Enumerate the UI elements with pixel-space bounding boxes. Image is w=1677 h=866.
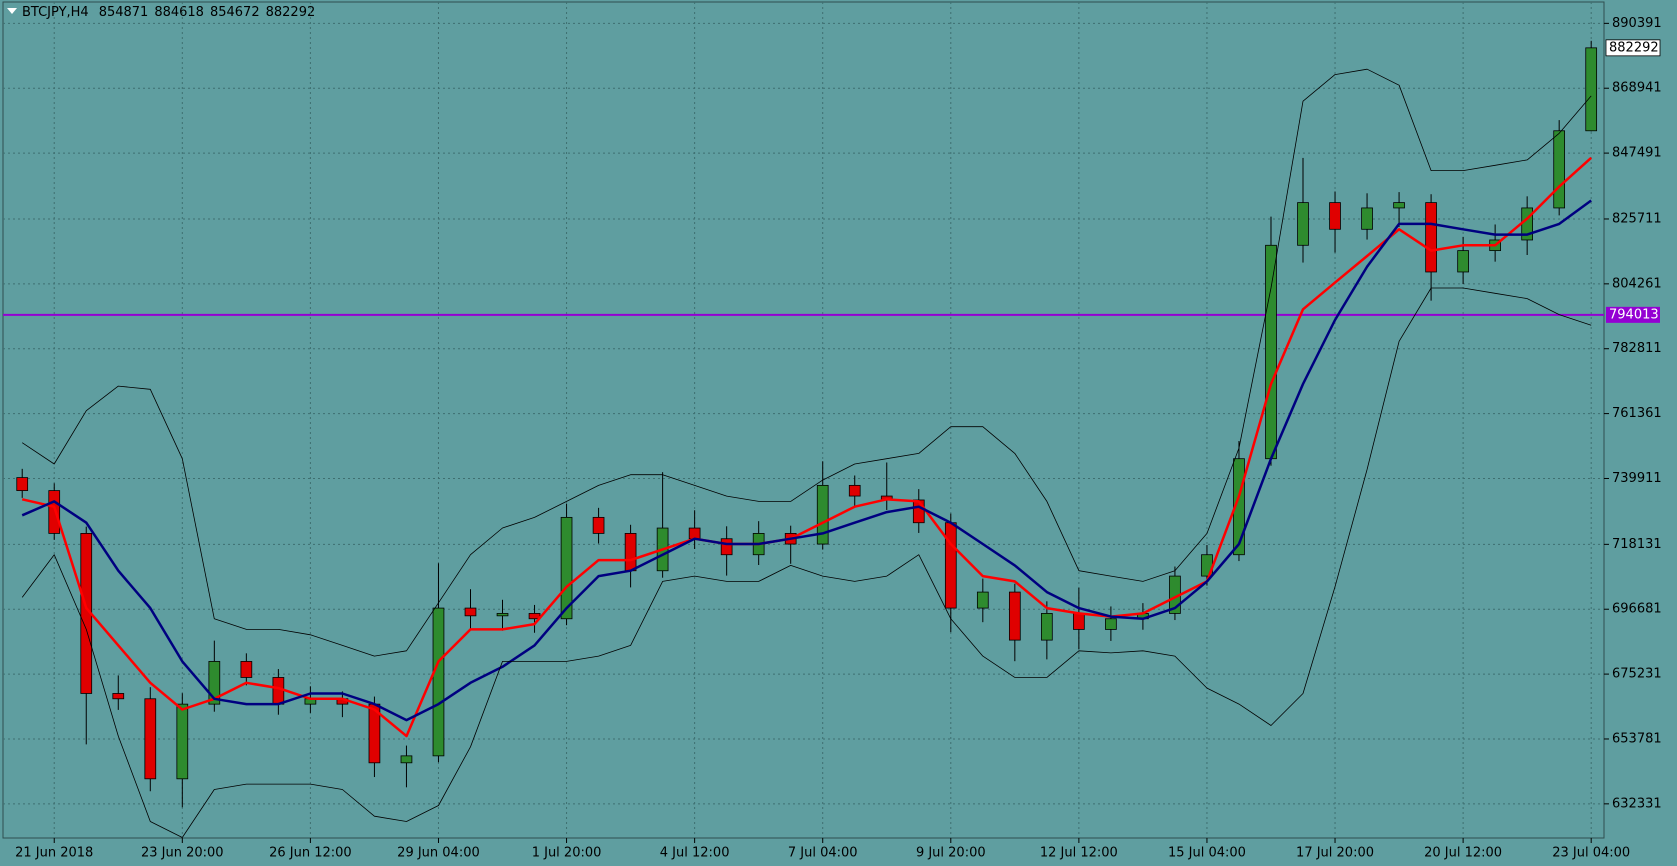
candle-body [976,591,989,609]
plot-frame [2,1,1605,839]
candle-body [1585,47,1598,132]
x-tick-label: 15 Jul 04:00 [1168,846,1246,861]
candle-body [1041,613,1053,641]
level-label: 794013 [1609,307,1659,322]
close-value: 882292 [266,5,316,20]
y-tick-label: 890391 [1612,16,1662,31]
candle-body [624,533,637,572]
candle-body [432,607,445,757]
candle-body [592,516,605,534]
candle-body [1105,618,1117,630]
candle-body [1233,458,1245,556]
indicator-line [21,68,1592,657]
x-tick-label: 9 Jul 20:00 [916,846,986,861]
y-tick-label: 847491 [1612,146,1662,161]
candle-body [1297,202,1309,246]
symbol: BTCJPY,H4 [22,5,89,20]
x-tick-label: 4 Jul 12:00 [660,846,730,861]
x-tick-label: 17 Jul 20:00 [1296,846,1374,861]
y-tick-label: 868941 [1612,81,1662,96]
candle-body [848,484,861,497]
candle-body [1073,613,1085,630]
candle-body [720,538,733,556]
low-value: 854672 [210,5,260,20]
candle-body [48,490,61,534]
y-tick-label: 653781 [1612,731,1662,746]
candle-body [1457,250,1469,273]
candle-body [688,527,701,540]
candle-body [464,607,477,617]
level-label-box [1606,306,1660,323]
y-tick-label: 675231 [1612,667,1662,682]
candle-body [272,677,285,705]
indicator-line [21,287,1592,838]
candle-body [1361,207,1373,230]
y-tick-label: 761361 [1612,406,1662,421]
candle-body [240,661,253,678]
y-tick-label: 804261 [1612,276,1662,291]
indicator-line [21,199,1592,722]
x-tick-label: 23 Jun 20:00 [141,846,224,861]
candle-body [208,661,221,705]
y-tick-label: 632331 [1612,796,1662,811]
x-tick-label: 20 Jul 12:00 [1424,846,1502,861]
candle-body [1008,591,1021,641]
candle-body [816,484,829,545]
y-tick-label: 825711 [1612,211,1662,226]
x-tick-label: 26 Jun 12:00 [269,846,352,861]
open-value: 854871 [99,5,149,20]
candle-body [16,477,29,492]
candle-body [144,698,157,780]
candle-body [1265,244,1277,460]
y-tick-label: 696681 [1612,602,1662,617]
candle-body [496,613,509,617]
candle-body [400,755,413,764]
y-tick-label: 718131 [1612,537,1662,552]
x-tick-label: 1 Jul 20:00 [532,846,602,861]
high-value: 884618 [154,5,204,20]
x-tick-label: 23 Jul 04:00 [1552,846,1630,861]
x-tick-label: 12 Jul 12:00 [1040,846,1118,861]
candle-body [1329,202,1341,230]
candle-body [912,499,925,524]
candle-body [176,703,189,780]
chart-header: BTCJPY,H4 854871 884618 854672 882292 [22,5,315,20]
indicator-line [21,156,1593,738]
y-tick-label: 739911 [1612,471,1662,486]
y-tick-label: 782811 [1612,341,1662,356]
x-tick-label: 7 Jul 04:00 [788,846,858,861]
candle-body [1553,130,1566,209]
candle-body [560,516,573,620]
price-label: 882292 [1609,40,1659,55]
candle-body [1425,202,1437,273]
menu-triangle[interactable] [7,8,17,14]
candle-body [112,693,125,700]
candle-body [1393,202,1405,209]
x-tick-label: 21 Jun 2018 [15,846,93,861]
price-label-box [1605,39,1661,57]
candle-body [944,522,957,609]
x-tick-label: 29 Jun 04:00 [397,846,480,861]
